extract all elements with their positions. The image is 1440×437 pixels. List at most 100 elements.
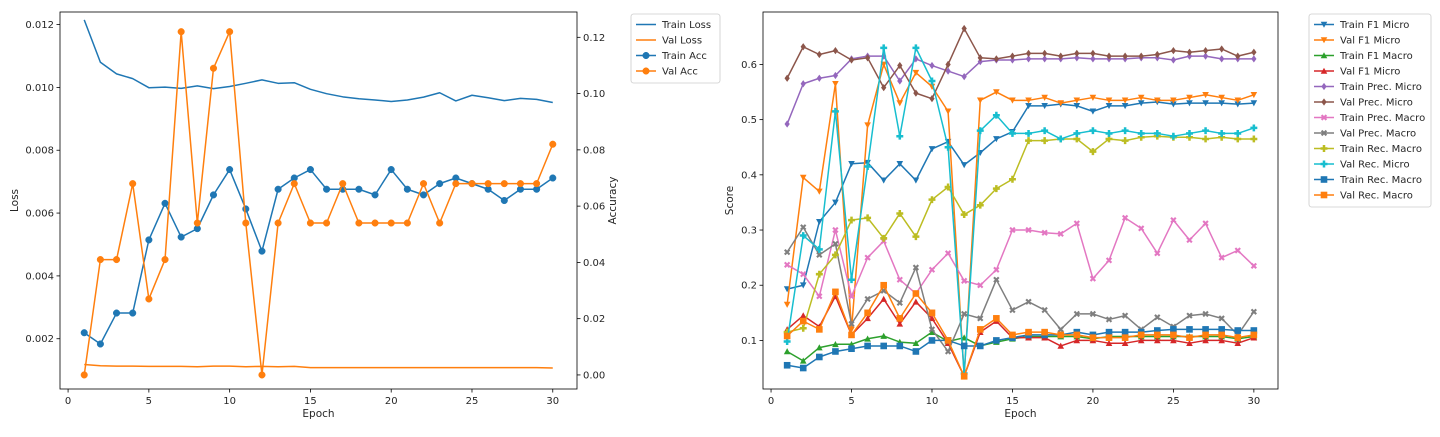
data-point [96,256,104,264]
data-point [274,219,282,227]
data-point [1042,55,1048,63]
data-point [80,371,88,379]
data-point [993,136,1000,143]
data-point [976,201,984,209]
data-point [1073,97,1081,104]
x-tick-label: 15 [304,396,317,407]
data-point [1186,100,1193,107]
series-line [83,30,554,376]
data-point [1186,326,1193,333]
data-point [1234,334,1242,341]
data-point [832,71,839,80]
data-point [800,80,806,88]
data-point [306,219,314,227]
data-point [912,298,920,305]
legend-entry: Train Rec. Macro [1314,144,1422,155]
data-point [848,216,855,224]
data-point [1025,226,1032,234]
data-point [1121,339,1129,346]
data-point [783,338,791,345]
data-point [945,67,951,75]
y-axis-label: Loss [9,189,21,212]
data-point [1008,129,1016,137]
data-point [1089,127,1097,135]
data-point [1137,129,1145,137]
data-point [784,248,791,256]
data-point [1153,129,1161,137]
legend-entry: Val Acc [636,67,698,78]
series-train-prec-macro-6 [784,214,1257,300]
data-point [1250,100,1258,107]
data-point [816,50,822,59]
data-point [993,276,1000,283]
data-point [1105,328,1113,336]
data-point [1057,326,1064,333]
data-point [912,177,920,184]
data-point [977,282,984,289]
data-point [976,342,984,350]
data-point [799,324,807,332]
data-point [355,219,363,227]
legend-label: Val Rec. Macro [1340,191,1413,202]
data-point [1202,91,1209,99]
data-point [355,185,363,193]
data-point [1105,103,1113,110]
data-point [1170,97,1177,104]
data-point [1202,337,1209,344]
legend-marker [1320,160,1328,168]
data-point [1074,49,1080,58]
data-point [1057,342,1065,349]
data-point [1153,327,1161,334]
data-point [1218,337,1225,344]
data-point [848,56,855,64]
data-point [864,295,871,303]
data-point [1090,49,1096,58]
data-point [1106,52,1112,60]
data-point [1121,137,1129,145]
data-point [832,80,839,88]
legend-label: Train Rec. Macro [1339,175,1422,186]
legend-label: Train Prec. Micro [1339,82,1422,93]
data-point [928,328,936,335]
data-point [549,140,557,148]
data-point [1025,97,1032,104]
series-line [786,63,1255,378]
data-point [831,251,839,259]
x-tick-label: 10 [926,396,939,407]
data-point [960,211,968,219]
data-point [912,69,920,77]
data-point [1170,47,1177,55]
legend-marker [1321,98,1327,106]
data-point [832,348,839,355]
data-point [209,64,218,72]
data-point [832,340,839,348]
data-point [993,266,1000,273]
data-point [945,60,951,69]
data-point [896,276,903,283]
legend-label: Train Rec. Macro [1339,144,1422,155]
data-point [961,24,967,33]
data-point [928,337,936,344]
y-tick-label: 0.010 [25,83,54,94]
data-point [928,326,936,333]
data-point [880,332,888,339]
data-point [1137,133,1145,141]
data-point [783,332,791,340]
data-point [928,309,936,317]
data-point [533,180,541,188]
series-val-acc-3 [80,28,557,379]
legend-entry: Val Rec. Macro [1314,191,1413,202]
data-point [209,191,218,199]
data-point [242,205,250,213]
data-point [896,210,904,217]
data-point [1057,331,1065,339]
legend-label: Train F1 Micro [1339,20,1409,31]
data-point [913,89,919,97]
data-point [290,180,298,188]
data-point [161,199,169,207]
data-point [1219,45,1225,53]
x-tick-label: 10 [223,396,236,407]
data-point [1122,52,1128,60]
data-point [880,177,888,184]
legend-marker [642,51,650,60]
